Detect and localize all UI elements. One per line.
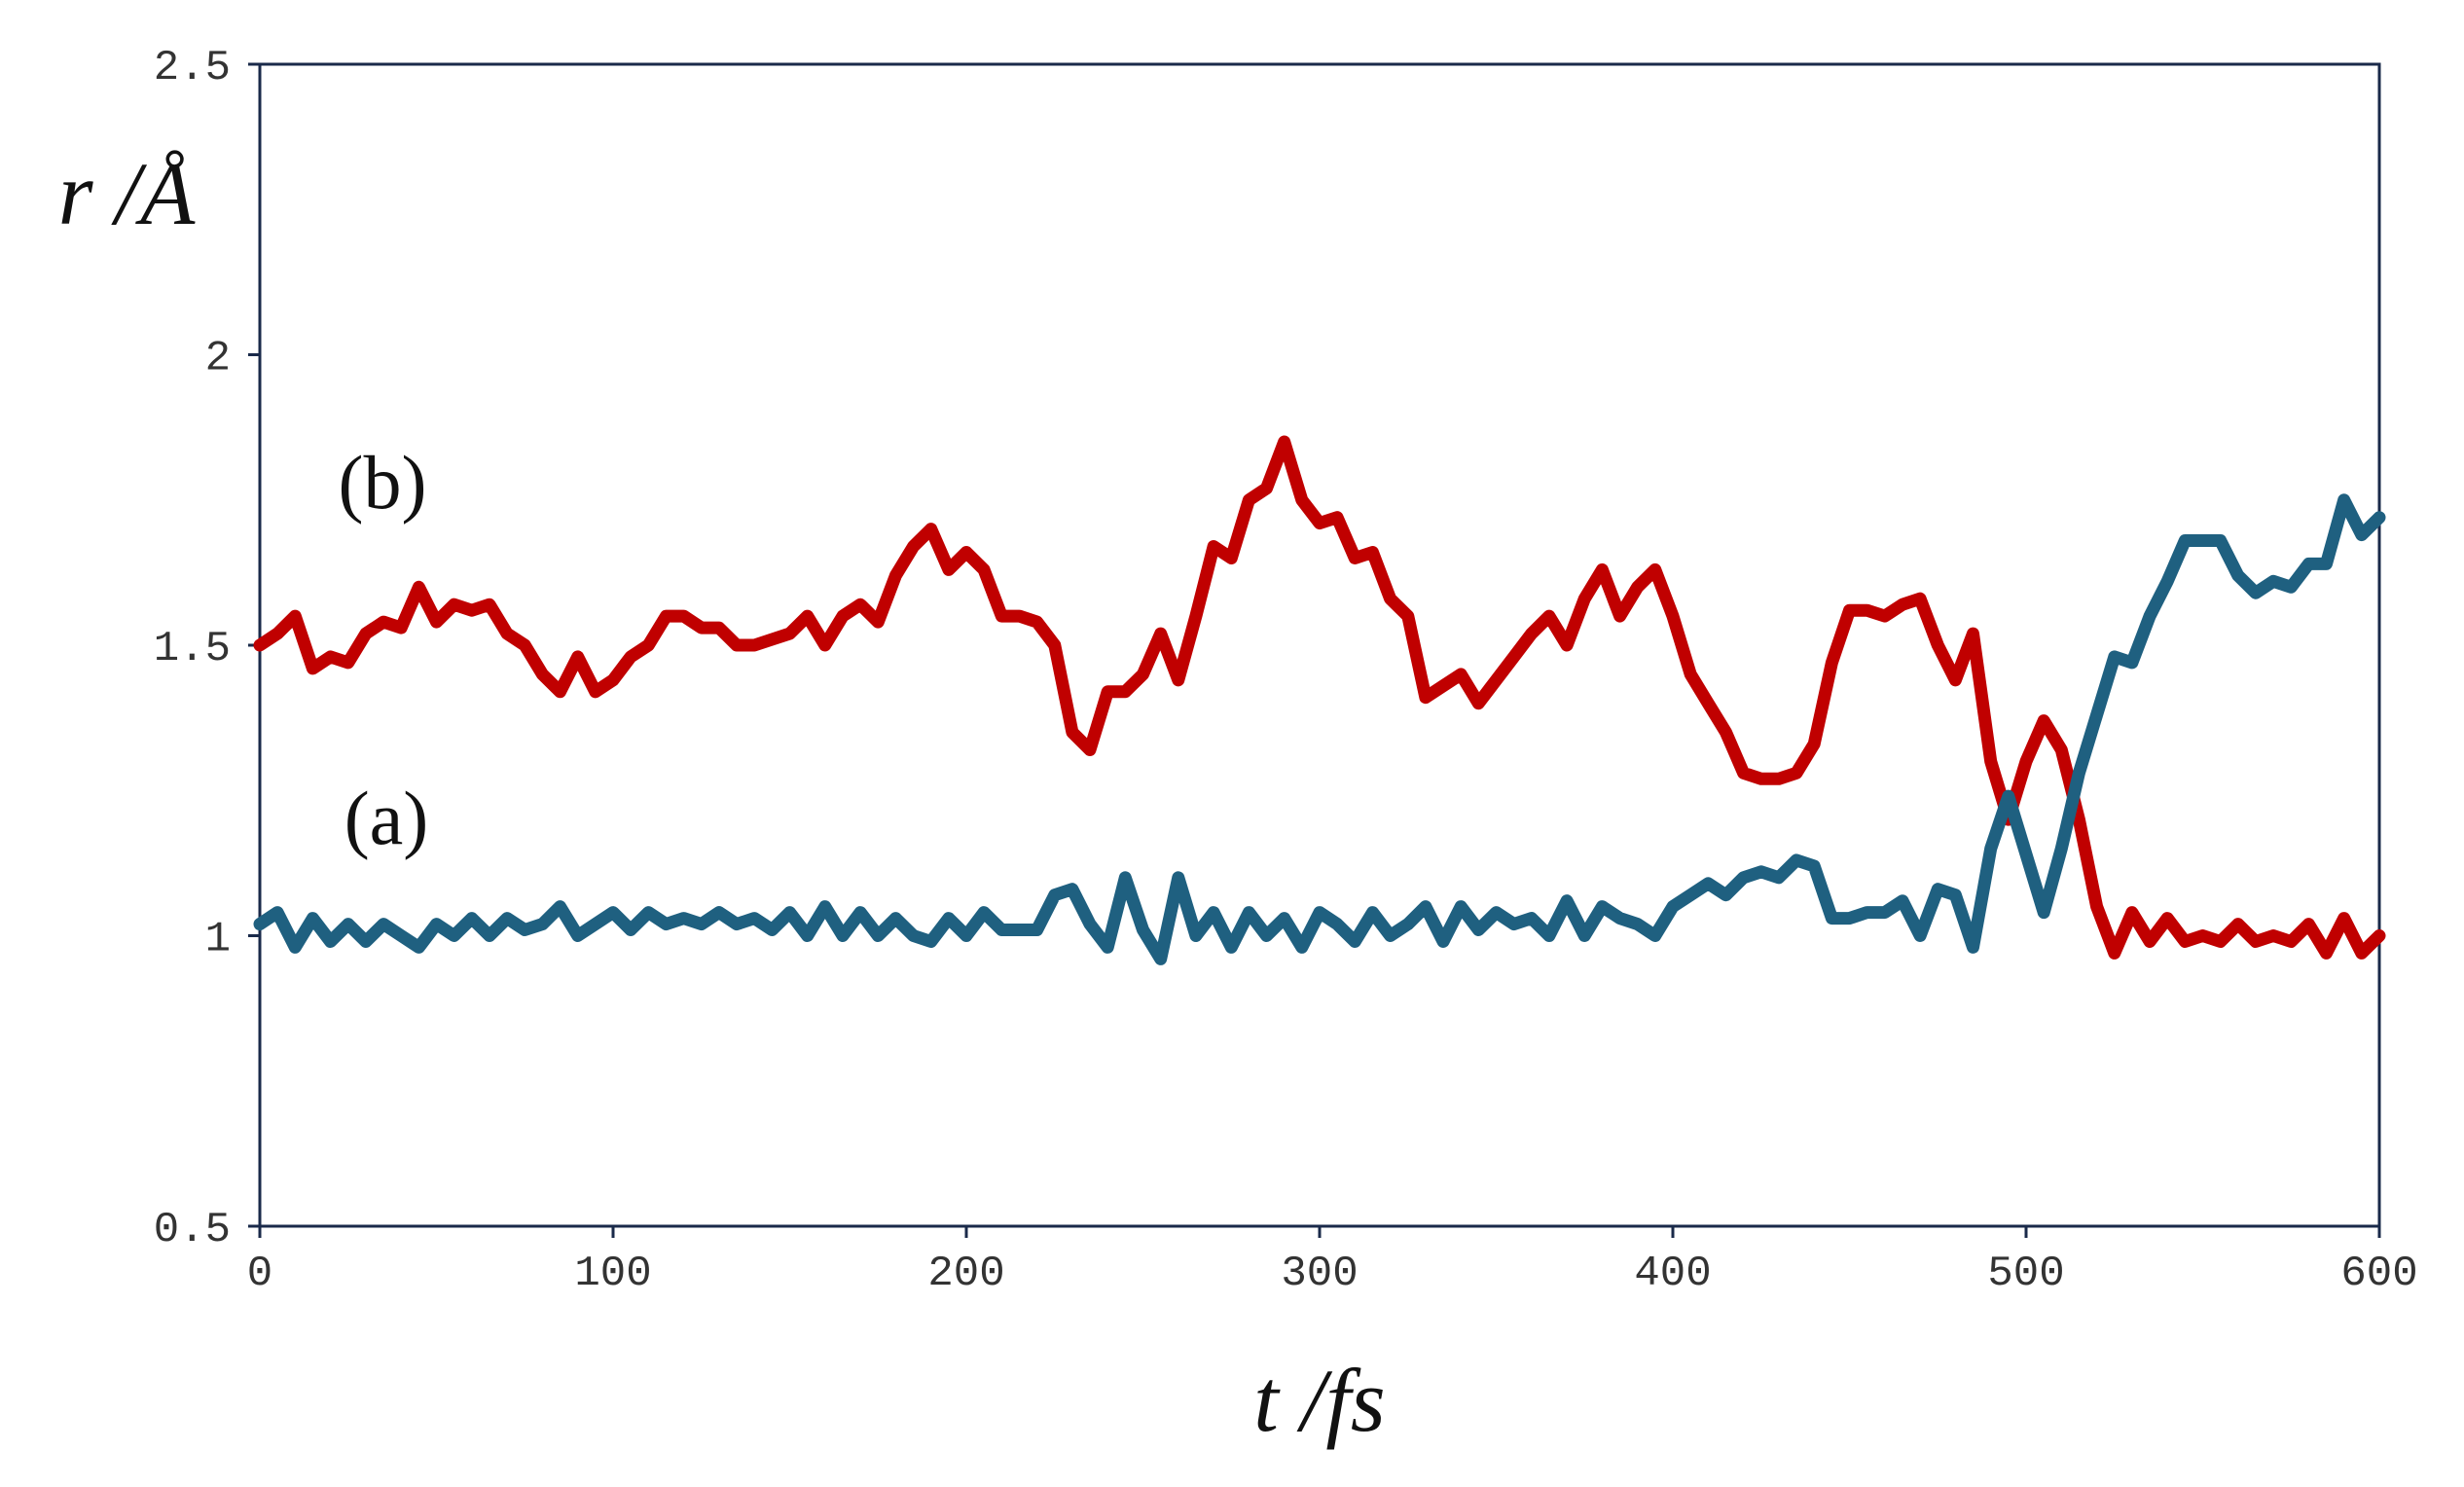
data-line [253, 493, 2386, 965]
annotation: (b) [339, 440, 427, 525]
y-tick-label: 2.5 [154, 44, 231, 92]
y-tick-label: 2 [205, 335, 231, 383]
y-tick-label: 1.5 [154, 625, 231, 673]
x-tick-label: 100 [574, 1250, 651, 1298]
data-line [253, 435, 2386, 960]
y-axis-label: r /Å [58, 144, 196, 243]
y-tick-label: 0.5 [154, 1206, 231, 1254]
annotation: (a) [344, 776, 429, 860]
x-tick-label: 300 [1281, 1250, 1358, 1298]
plot-frame [258, 62, 2381, 1228]
x-tick-label: 400 [1634, 1250, 1711, 1298]
x-tick-label: 200 [927, 1250, 1004, 1298]
x-axis-label: t /fs [1253, 1351, 1385, 1450]
x-tick-label: 500 [1987, 1250, 2064, 1298]
x-tick-label: 0 [247, 1250, 272, 1298]
y-tick-label: 1 [205, 916, 231, 964]
x-tick-label: 600 [2340, 1250, 2417, 1298]
